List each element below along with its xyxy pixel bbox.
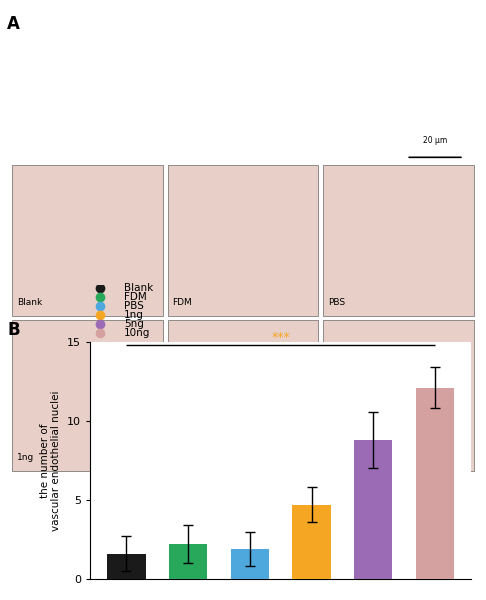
Text: ***: *** <box>271 331 290 344</box>
Text: 5ng: 5ng <box>124 319 144 329</box>
Bar <box>169 544 207 579</box>
Text: 1ng: 1ng <box>124 310 144 320</box>
Bar <box>416 388 454 579</box>
Y-axis label: the number of
vascular endothelial nuclei: the number of vascular endothelial nucle… <box>40 390 61 531</box>
Text: A: A <box>7 15 20 33</box>
Bar <box>354 440 392 579</box>
Text: B: B <box>7 321 20 339</box>
FancyBboxPatch shape <box>323 165 474 316</box>
FancyBboxPatch shape <box>12 165 163 316</box>
Text: 10ng: 10ng <box>328 452 351 461</box>
Text: 5ng: 5ng <box>172 452 190 461</box>
Text: Blank: Blank <box>17 298 42 307</box>
Bar <box>107 554 145 579</box>
Text: PBS: PBS <box>124 301 144 311</box>
FancyBboxPatch shape <box>168 320 318 471</box>
FancyBboxPatch shape <box>12 320 163 471</box>
Text: FDM: FDM <box>172 298 192 307</box>
Text: Blank: Blank <box>124 283 153 293</box>
Bar <box>293 505 330 579</box>
Bar <box>231 549 269 579</box>
Text: 1ng: 1ng <box>17 452 34 461</box>
Text: 10ng: 10ng <box>124 328 150 338</box>
Text: 20 μm: 20 μm <box>423 136 447 145</box>
Text: FDM: FDM <box>124 292 147 302</box>
FancyBboxPatch shape <box>323 320 474 471</box>
Text: PBS: PBS <box>328 298 345 307</box>
FancyBboxPatch shape <box>168 165 318 316</box>
